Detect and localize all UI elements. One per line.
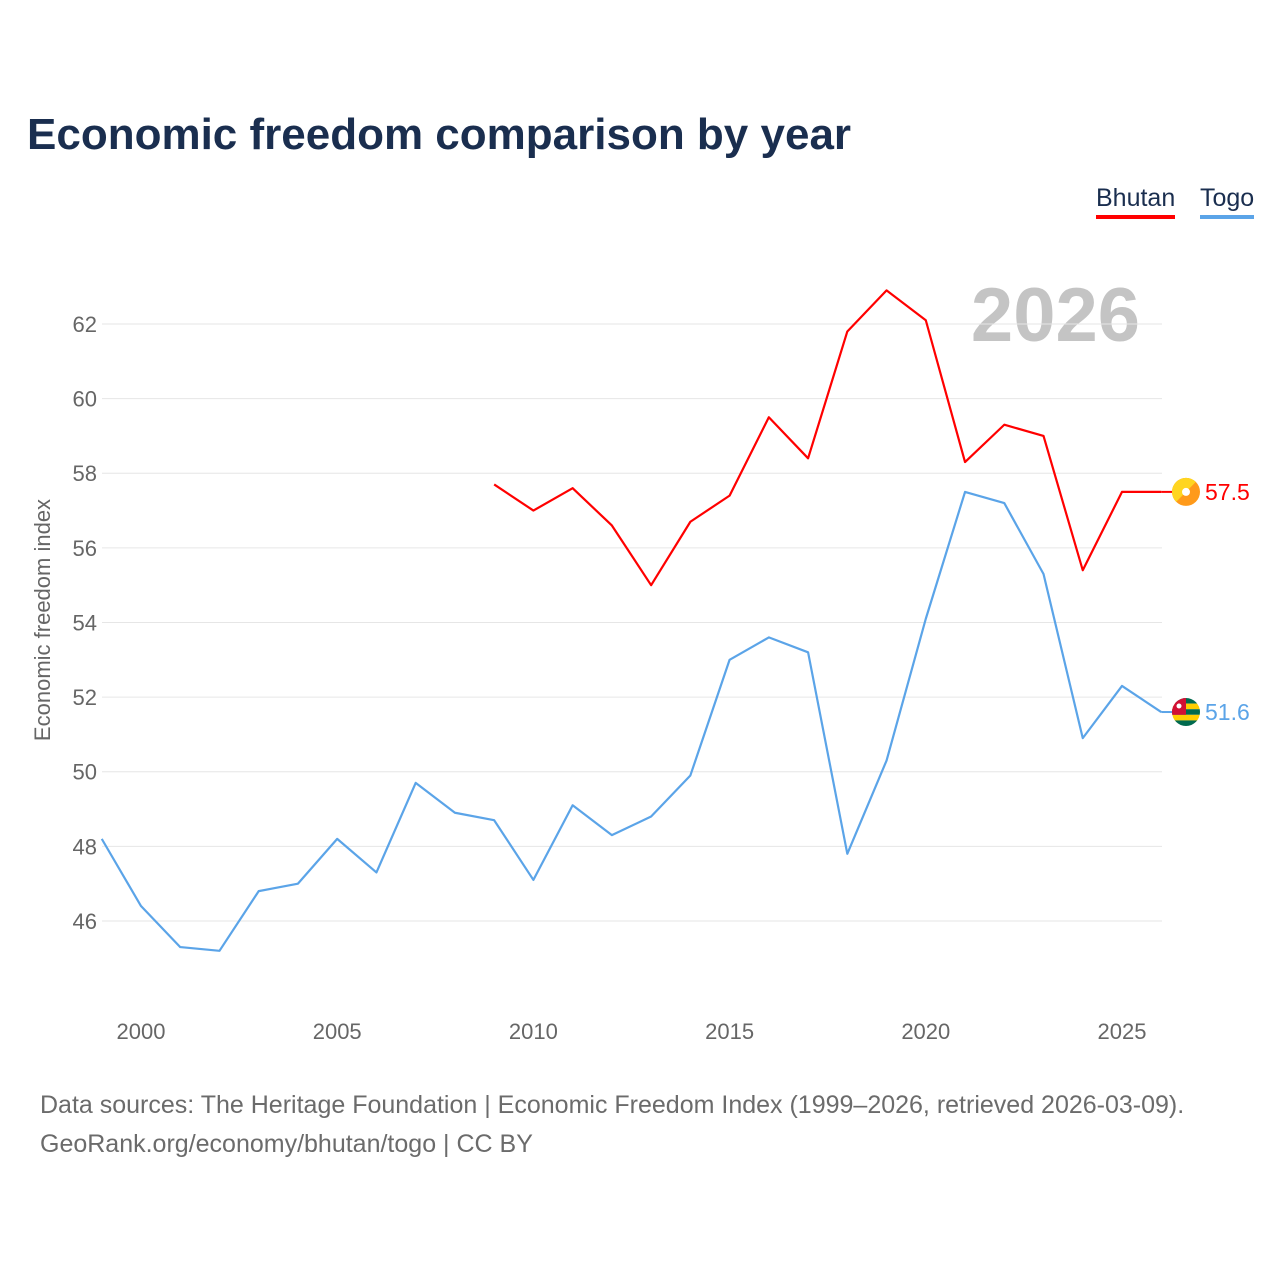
y-tick-label: 62 xyxy=(73,312,97,337)
y-tick-label: 56 xyxy=(73,536,97,561)
flag-star xyxy=(1176,703,1182,709)
y-axis-label: Economic freedom index xyxy=(30,499,55,741)
flag-bhutan-icon xyxy=(1171,477,1200,506)
footer-link[interactable]: GeoRank.org/economy/bhutan/togo | CC BY xyxy=(40,1130,533,1158)
flag-part xyxy=(1182,487,1190,496)
legend-bhutan[interactable]: Bhutan xyxy=(1096,184,1176,219)
x-tick-label: 2020 xyxy=(901,1019,950,1044)
flag-togo-icon xyxy=(1172,698,1200,727)
y-tick-label: 52 xyxy=(73,685,97,710)
y-tick-label: 48 xyxy=(73,834,97,859)
x-tick-label: 2015 xyxy=(705,1019,754,1044)
series-line-bhutan xyxy=(493,289,1162,587)
series-line-togo xyxy=(100,490,1162,952)
legend-togo[interactable]: Togo xyxy=(1200,184,1255,219)
flag-stripe xyxy=(1172,714,1200,721)
flag-stripe xyxy=(1172,720,1200,727)
year-watermark: 2026 xyxy=(971,273,1140,358)
flag-body xyxy=(1172,698,1200,727)
y-tick-label: 50 xyxy=(73,760,97,785)
y-tick-label: 60 xyxy=(73,387,97,412)
x-tick-label: 2025 xyxy=(1098,1019,1147,1044)
end-value-label: 51.6 xyxy=(1205,699,1250,725)
footer-sources: Data sources: The Heritage Foundation | … xyxy=(40,1091,1185,1119)
x-tick-label: 2010 xyxy=(509,1019,558,1044)
footer: Data sources: The Heritage Foundation | … xyxy=(40,1086,1184,1164)
x-tick-label: 2005 xyxy=(313,1019,362,1044)
end-value-label: 57.5 xyxy=(1205,479,1250,505)
y-tick-label: 54 xyxy=(73,610,97,635)
chart-title: Economic freedom comparison by year xyxy=(27,110,852,159)
y-tick-label: 46 xyxy=(73,909,97,934)
y-tick-label: 58 xyxy=(73,461,97,486)
x-tick-label: 2000 xyxy=(117,1019,166,1044)
